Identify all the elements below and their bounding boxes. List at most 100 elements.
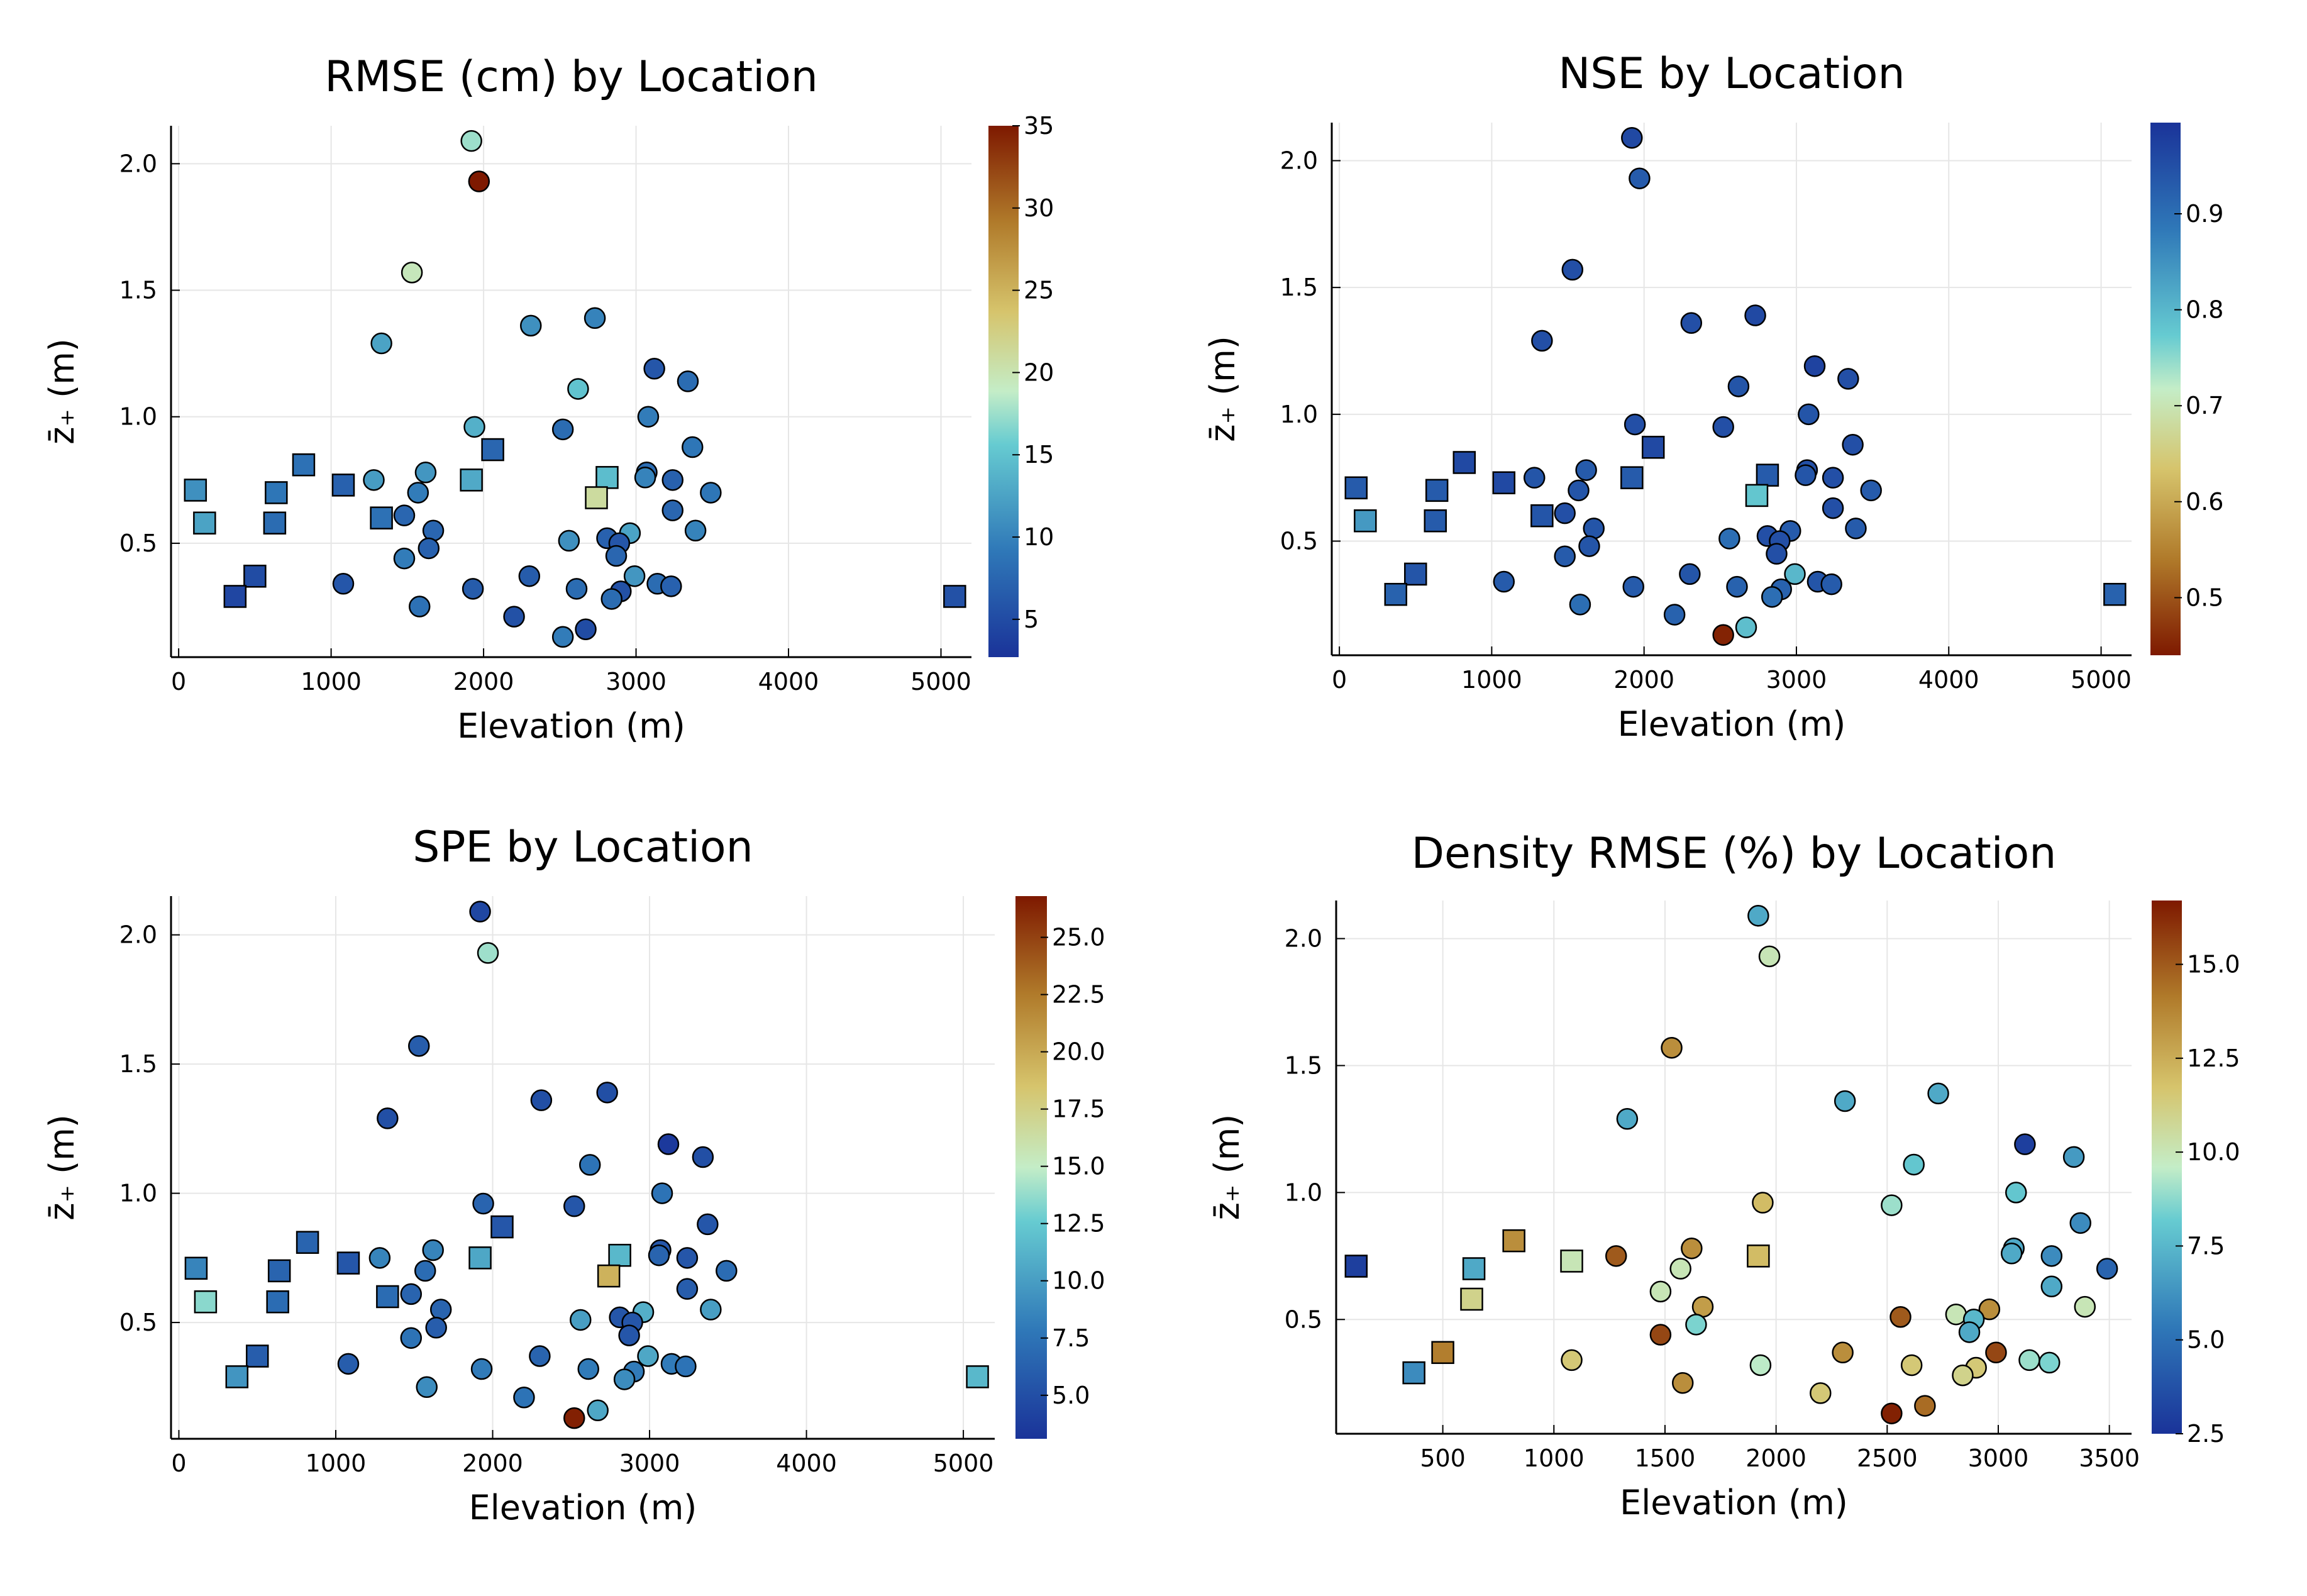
data-point-square: [585, 486, 608, 509]
data-point-circle: [676, 1278, 699, 1300]
data-point-circle: [1727, 375, 1750, 397]
chart-panel-2: 0 1000 2000 3000 4000 5000 0.5 1.0 1.5 2.0 NSE by …: [1203, 49, 2223, 744]
data-point-circle: [648, 1244, 670, 1266]
data-point-square: [243, 564, 267, 588]
x-tick-label: 0: [1332, 666, 1347, 694]
data-point-square: [1344, 476, 1368, 500]
data-point-circle: [1531, 330, 1553, 352]
colorbar-tick-label: 15: [1024, 441, 1054, 468]
data-point-square: [1344, 1255, 1368, 1278]
y-tick-label: 0.5: [1285, 1305, 1322, 1333]
x-tick-label: 5000: [2071, 666, 2132, 694]
data-point-circle: [570, 1309, 592, 1331]
data-point-circle: [677, 370, 699, 392]
data-point-circle: [407, 482, 429, 504]
data-point-circle: [613, 1368, 636, 1390]
data-point-circle: [370, 332, 392, 355]
data-point-circle: [1914, 1395, 1936, 1417]
x-tick-label: 4000: [776, 1449, 837, 1477]
data-point-square: [370, 506, 393, 529]
y-tick-label: 0.5: [119, 1309, 157, 1336]
data-point-circle: [634, 467, 656, 489]
data-point-circle: [567, 378, 589, 400]
y-tick-label: 1.0: [1285, 1178, 1322, 1206]
data-point-square: [481, 438, 504, 462]
y-tick-label: 1.5: [1280, 274, 1318, 301]
data-point-circle: [684, 519, 707, 542]
data-point-square: [1460, 1287, 1483, 1311]
colorbar-tick-label: 15.0: [1052, 1153, 1105, 1180]
data-point-square: [1384, 582, 1408, 606]
data-point-circle: [1842, 433, 1864, 456]
data-point-circle: [2074, 1295, 2096, 1318]
data-point-circle: [637, 1345, 659, 1367]
data-point-square: [2103, 582, 2127, 606]
data-point-circle: [575, 618, 597, 640]
x-tick-label: 1000: [1461, 666, 1522, 694]
data-point-circle: [1569, 594, 1591, 616]
data-point-circle: [1803, 355, 1826, 377]
data-point-square: [263, 511, 287, 535]
data-point-circle: [1685, 1314, 1707, 1336]
data-point-circle: [1605, 1245, 1627, 1267]
data-point-circle: [661, 499, 683, 521]
x-tick-label: 1000: [1524, 1444, 1585, 1472]
data-point-circle: [676, 1247, 699, 1269]
colorbar-tick-label: 17.5: [1052, 1095, 1105, 1123]
data-point-circle: [651, 1182, 673, 1204]
data-point-circle: [468, 170, 490, 192]
x-tick-label: 4000: [758, 668, 819, 695]
data-point-circle: [416, 1376, 438, 1399]
colorbar-tick-label: 0.5: [2186, 584, 2223, 611]
data-point-circle: [605, 545, 628, 567]
data-point-square: [1431, 1341, 1454, 1365]
colorbar-tick-label: 0.6: [2186, 488, 2223, 516]
data-point-circle: [460, 130, 482, 152]
y-tick-label: 0.5: [1280, 528, 1318, 555]
x-tick-label: 2000: [1613, 666, 1674, 694]
data-point-circle: [1822, 467, 1844, 489]
data-point-circle: [1758, 945, 1781, 968]
data-point-circle: [1810, 1382, 1832, 1404]
data-point-circle: [2039, 1351, 2061, 1374]
x-axis-label: Elevation (m): [1620, 1483, 1848, 1522]
data-point-circle: [1784, 563, 1806, 585]
data-point-circle: [1622, 575, 1644, 598]
data-point-circle: [1845, 518, 1867, 540]
x-tick-label: 500: [1420, 1444, 1466, 1472]
data-point-circle: [1744, 304, 1766, 326]
data-point-circle: [1881, 1194, 1903, 1216]
data-point-square: [184, 479, 207, 502]
colorbar: [1015, 896, 1047, 1439]
colorbar: [2152, 901, 2182, 1434]
data-point-circle: [1712, 416, 1734, 438]
y-tick-label: 1.5: [119, 277, 157, 304]
data-point-circle: [1822, 497, 1844, 519]
data-point-circle: [425, 1317, 447, 1339]
data-point-square: [595, 466, 619, 489]
data-point-square: [943, 585, 966, 608]
data-point-square: [245, 1344, 269, 1368]
colorbar-tick-label: 10: [1024, 523, 1054, 551]
data-point-circle: [1681, 1237, 1703, 1260]
colorbar-tick-label: 7.5: [2187, 1232, 2225, 1260]
data-point-circle: [1978, 1298, 2001, 1321]
data-point-square: [194, 1290, 218, 1314]
data-point-circle: [1766, 543, 1788, 565]
y-tick-label: 2.0: [119, 921, 157, 949]
data-point-circle: [1568, 479, 1590, 502]
data-point-circle: [519, 314, 542, 337]
data-point-circle: [1903, 1153, 1925, 1176]
x-tick-label: 4000: [1918, 666, 1979, 694]
data-point-circle: [1889, 1305, 1911, 1328]
data-point-square: [376, 1285, 399, 1309]
y-tick-label: 0.5: [119, 529, 157, 557]
data-point-square: [966, 1365, 989, 1388]
x-tick-label: 2500: [1857, 1444, 1918, 1472]
colorbar-tick-label: 10.0: [1052, 1267, 1105, 1295]
data-point-circle: [600, 588, 623, 610]
data-point-circle: [587, 1399, 609, 1422]
data-point-circle: [1726, 575, 1748, 598]
data-point-circle: [418, 537, 440, 560]
data-point-circle: [1860, 479, 1882, 502]
